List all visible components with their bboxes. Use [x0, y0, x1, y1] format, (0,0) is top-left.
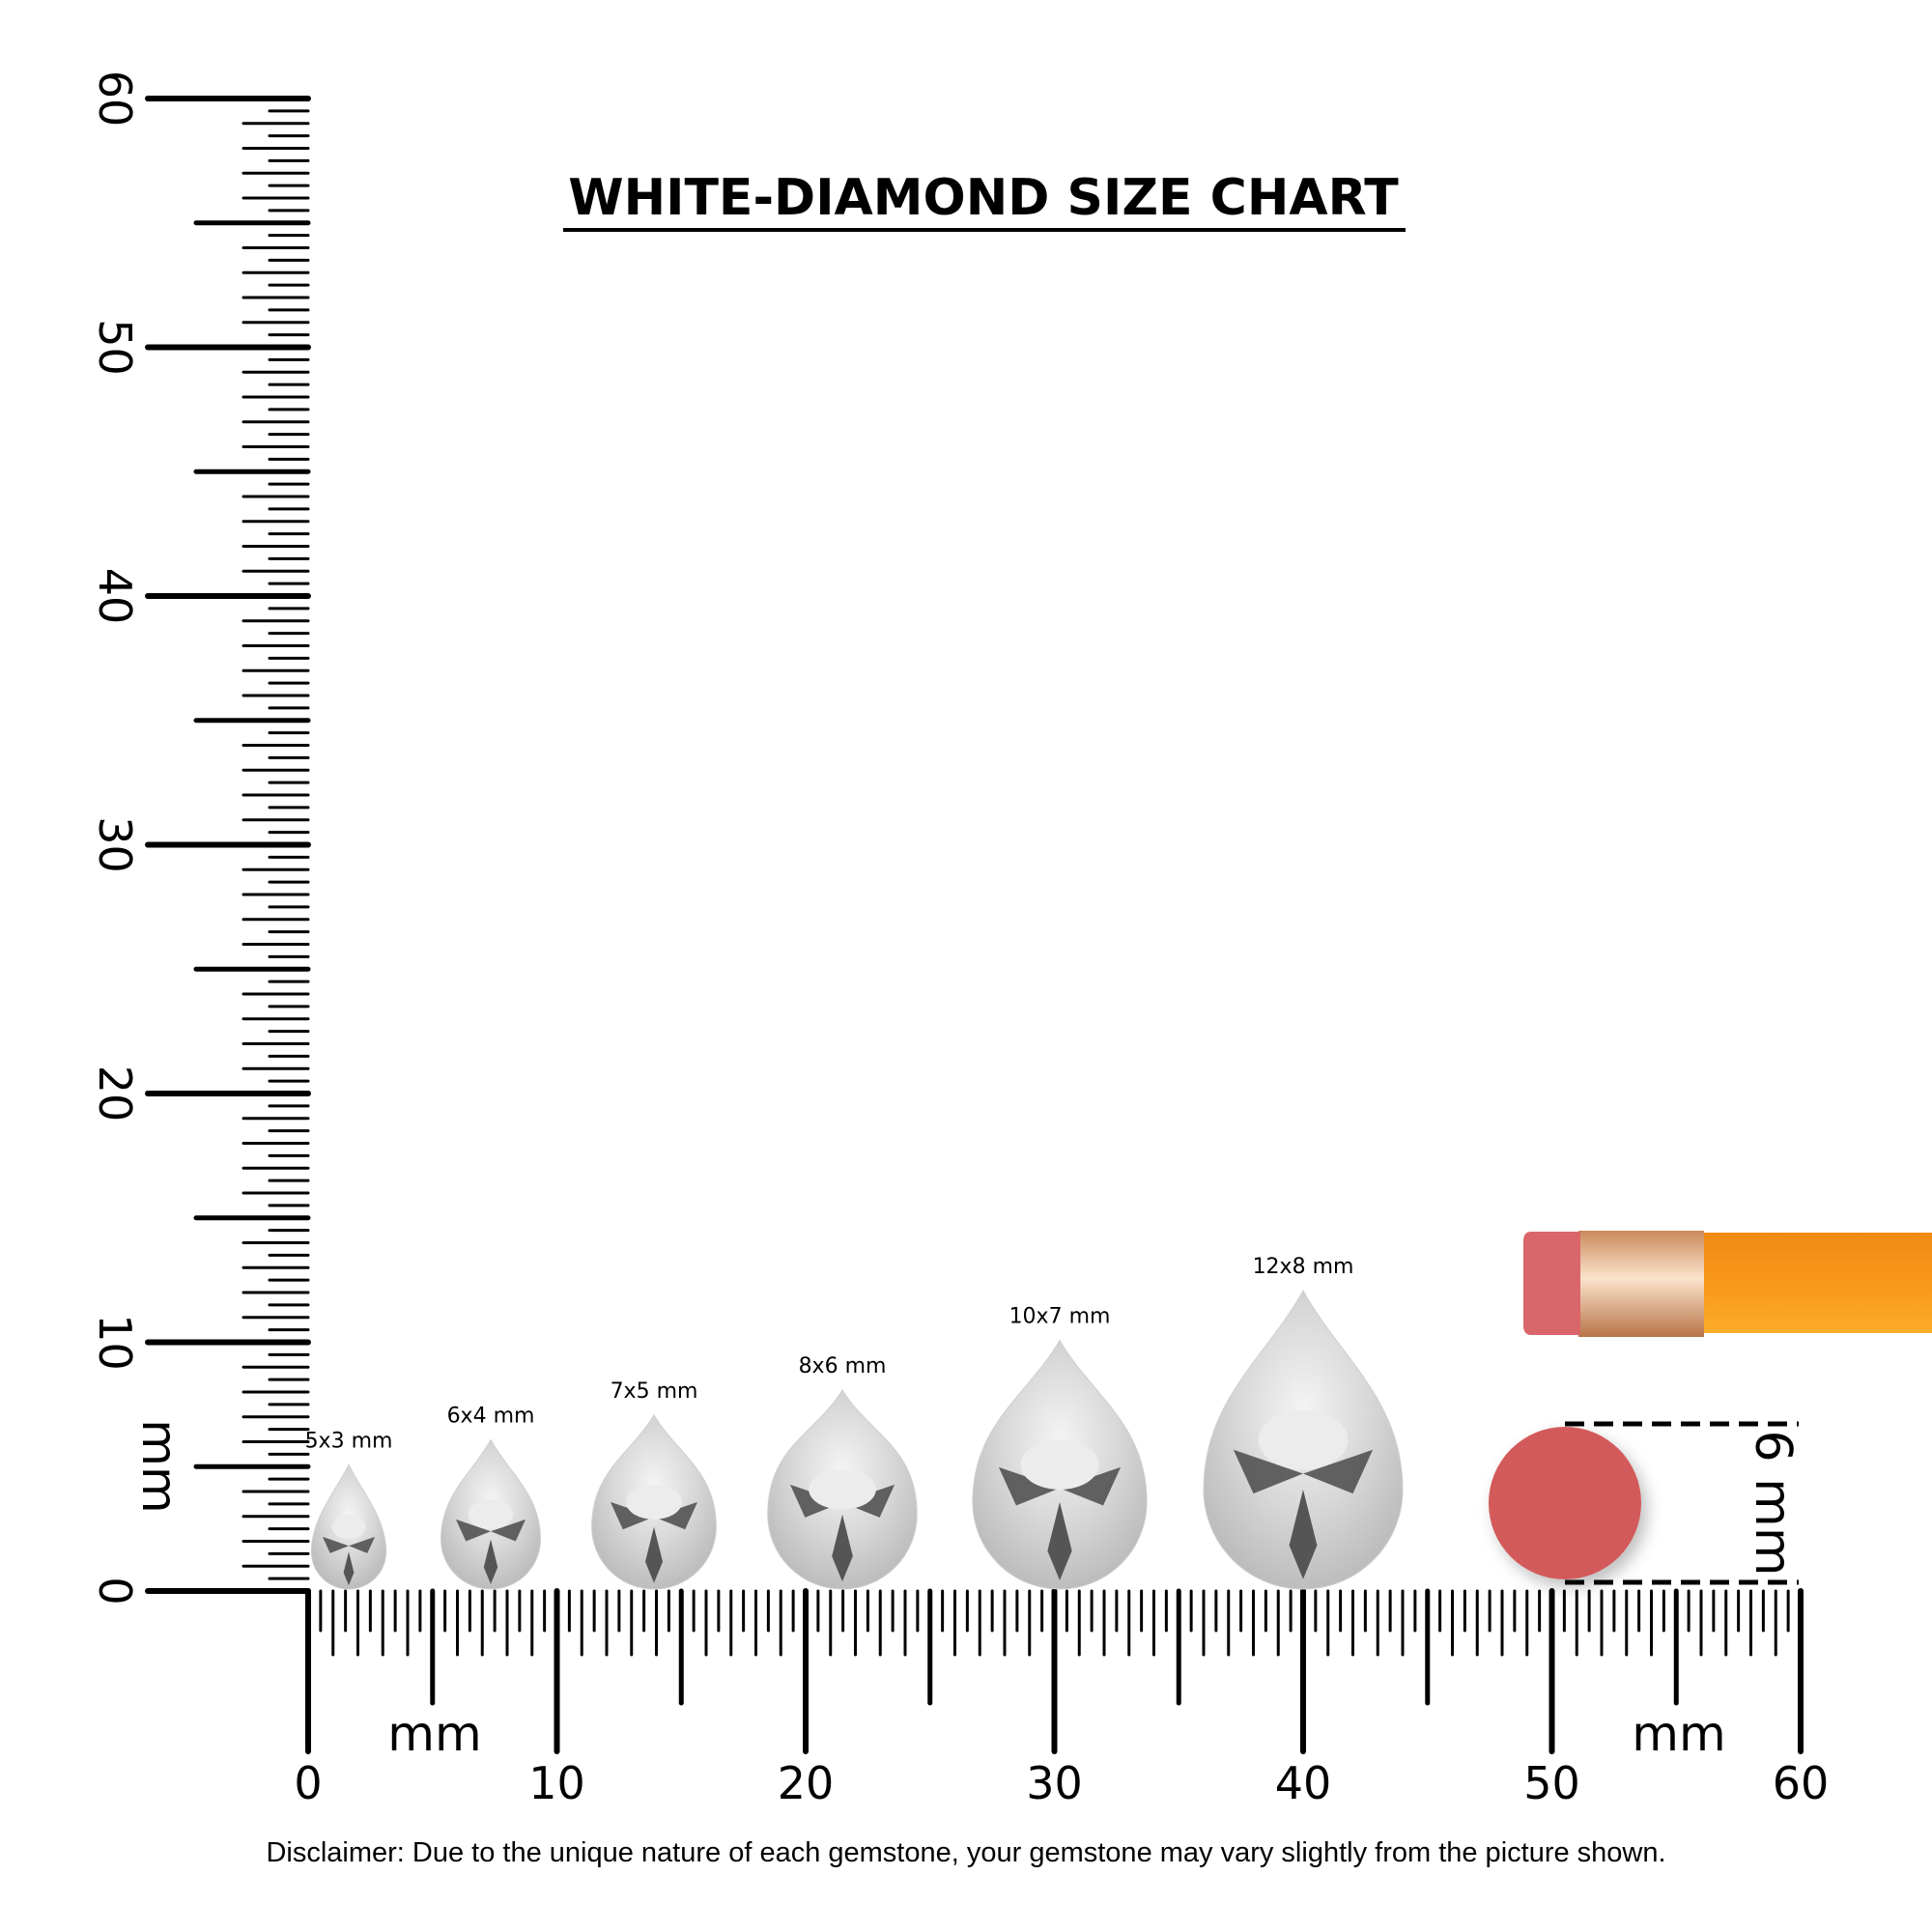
diamond-table: [809, 1469, 876, 1510]
pencil-eraser: [1523, 1232, 1580, 1335]
horizontal-tick-label: 40: [1275, 1757, 1332, 1809]
horizontal-unit-label-left: mm: [387, 1706, 481, 1762]
gem-size-label: 5x3 mm: [305, 1429, 393, 1453]
vertical-tick-label: 20: [89, 1065, 141, 1122]
horizontal-tick-label: 20: [778, 1757, 835, 1809]
diamond-facet: [998, 1466, 1122, 1506]
vertical-tick-label: 40: [89, 568, 141, 625]
diamond-facet: [322, 1536, 376, 1553]
diamond-facet: [610, 1501, 698, 1530]
pencil-body: [1702, 1233, 1932, 1333]
gem-size-label: 12x8 mm: [1253, 1255, 1354, 1279]
diamond-facet: [644, 1526, 664, 1583]
diamond-facet: [455, 1519, 526, 1542]
gem-size-label: 6x4 mm: [447, 1405, 535, 1429]
diamond-facet: [343, 1551, 355, 1586]
reference-size-label: 6 mm: [1744, 1431, 1802, 1577]
vertical-tick-label: 10: [89, 1314, 141, 1371]
gem-list: 5x3 mm 6x4 mm 7x5 mm 8x6 mm 10x7 mm 12x8 mm: [305, 1255, 1404, 1590]
horizontal-tick-label: 30: [1026, 1757, 1083, 1809]
vertical-tick-label: 0: [89, 1577, 141, 1605]
diamond-facet: [832, 1514, 853, 1582]
horizontal-unit-label-right: mm: [1632, 1706, 1725, 1762]
gem-size-label: 7x5 mm: [611, 1379, 698, 1404]
diamond-facet: [1047, 1501, 1072, 1580]
diamond-facet: [1289, 1490, 1318, 1579]
gem-item: 7x5 mm: [591, 1379, 717, 1590]
diamond-table: [331, 1514, 366, 1540]
gem-size-label: 10x7 mm: [1009, 1305, 1111, 1329]
vertical-tick-label: 60: [89, 71, 141, 128]
disclaimer: Disclaimer: Due to the unique nature of …: [266, 1837, 1666, 1868]
chart-title: WHITE-DIAMOND SIZE CHART: [568, 169, 1399, 227]
horizontal-tick-label: 0: [294, 1757, 322, 1809]
gem-item: 8x6 mm: [767, 1354, 918, 1590]
gem-item: 12x8 mm: [1203, 1255, 1404, 1590]
vertical-ruler: 0 10 20 30 40 50 60: [89, 71, 311, 1605]
diamond-facet: [789, 1484, 895, 1518]
diamond-facet: [483, 1539, 498, 1584]
horizontal-ruler: 0 10 20 30 40 50 60: [294, 1588, 1830, 1809]
diamond-table: [468, 1499, 514, 1530]
gem-size-label: 8x6 mm: [799, 1354, 887, 1378]
diamond-table: [1258, 1409, 1349, 1470]
horizontal-tick-label: 10: [528, 1757, 585, 1809]
diamond-facet: [1233, 1449, 1374, 1494]
horizontal-tick-label: 50: [1523, 1757, 1580, 1809]
gem-item: 5x3 mm: [305, 1429, 393, 1590]
eraser-reference-circle: [1489, 1427, 1641, 1579]
diamond-table: [626, 1484, 682, 1520]
gem-item: 10x7 mm: [972, 1305, 1148, 1590]
vertical-unit-label: mm: [131, 1419, 187, 1513]
vertical-tick-label: 30: [89, 816, 141, 873]
pencil-ferrule: [1578, 1231, 1704, 1337]
horizontal-tick-label: 60: [1773, 1757, 1830, 1809]
diamond-table: [1020, 1439, 1099, 1490]
gem-item: 6x4 mm: [440, 1405, 542, 1590]
vertical-tick-label: 50: [89, 319, 141, 376]
pencil: [1523, 1231, 1932, 1337]
